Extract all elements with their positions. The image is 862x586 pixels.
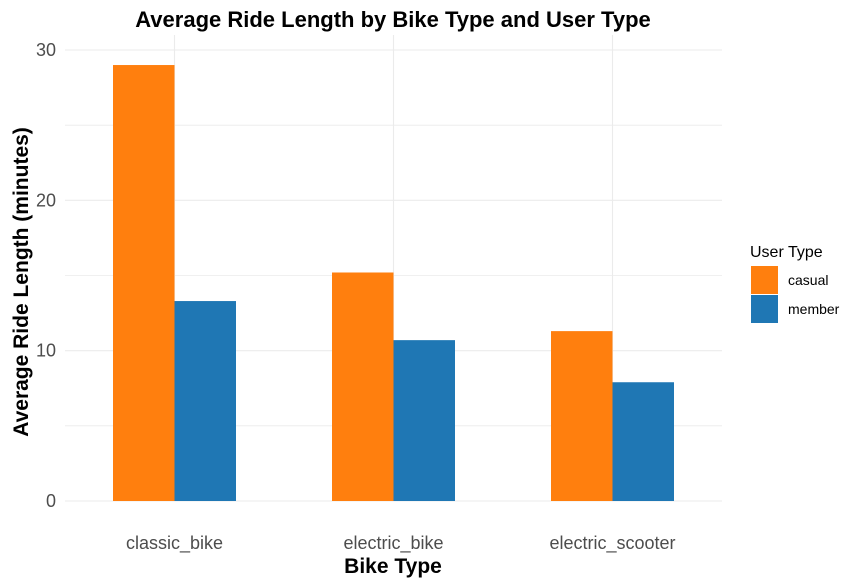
bar-casual-electric_bike xyxy=(332,272,394,501)
x-tick-label: electric_bike xyxy=(343,533,443,554)
axis-layer: 0 10 20 30 classic_bike electric_bike electric… xyxy=(36,40,676,554)
bar-member-electric_bike xyxy=(393,340,455,501)
x-tick-label: electric_scooter xyxy=(549,533,675,554)
legend-items: casual member xyxy=(751,266,840,323)
legend-swatch-member xyxy=(751,295,778,323)
legend: User Type casual member xyxy=(750,244,840,323)
y-axis-title: Average Ride Length (minutes) xyxy=(10,127,33,437)
legend-label-casual: casual xyxy=(788,272,828,288)
y-tick-label: 20 xyxy=(36,190,56,210)
y-tick-label: 10 xyxy=(36,341,56,361)
legend-title: User Type xyxy=(750,244,823,261)
chart-title: Average Ride Length by Bike Type and Use… xyxy=(135,7,651,32)
bars-layer xyxy=(113,65,674,502)
bar-casual-classic_bike xyxy=(113,65,175,502)
bar-casual-electric_scooter xyxy=(551,331,613,501)
legend-label-member: member xyxy=(788,301,840,317)
x-tick-label: classic_bike xyxy=(126,533,223,554)
y-tick-label: 0 xyxy=(46,491,56,511)
bar-member-classic_bike xyxy=(174,301,236,501)
legend-swatch-casual xyxy=(751,266,778,294)
y-tick-label: 30 xyxy=(36,40,56,60)
bar-member-electric_scooter xyxy=(612,382,674,501)
x-axis-title: Bike Type xyxy=(344,555,442,578)
